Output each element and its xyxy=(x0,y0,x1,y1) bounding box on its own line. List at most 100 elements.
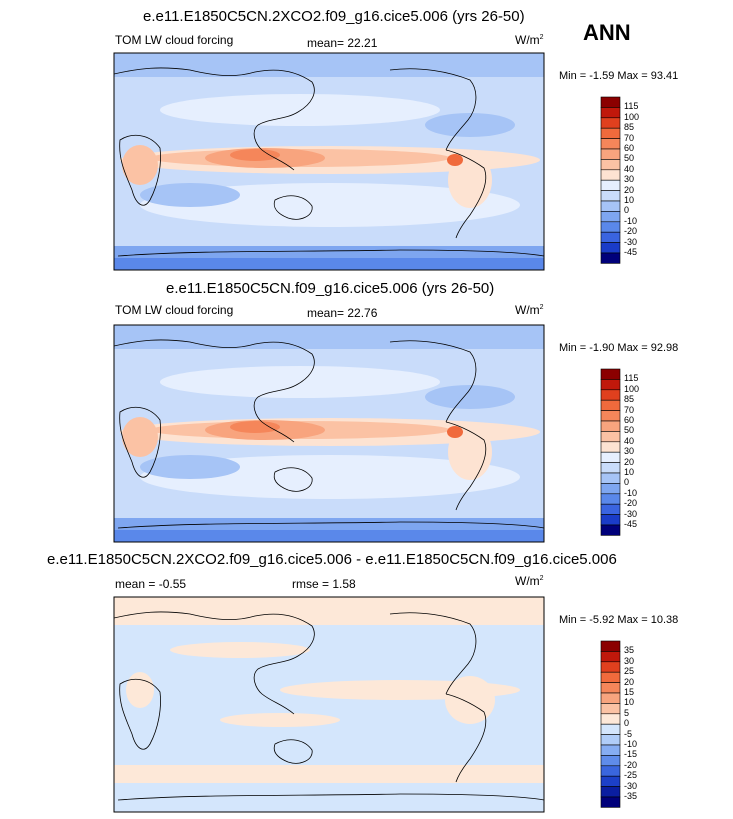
colorbar-tick-label: 10 xyxy=(624,195,635,205)
colorbar-box xyxy=(600,252,621,264)
colorbar-box xyxy=(600,755,621,767)
colorbar-box xyxy=(600,148,621,160)
colorbar-box xyxy=(600,472,621,484)
panel-3-rmse-value: 1.58 xyxy=(332,577,356,591)
colorbar-tick-label: 15 xyxy=(624,687,635,697)
colorbar-tick-label: -25 xyxy=(624,770,638,781)
panel-3-min-value: -5.92 xyxy=(589,614,615,626)
panel-3-units-exp: 2 xyxy=(539,575,544,582)
colorbar-tick-label: 70 xyxy=(624,132,635,143)
colorbar-tick-label: 85 xyxy=(624,394,635,405)
colorbar-box xyxy=(600,96,621,108)
colorbar-tick-label: -35 xyxy=(624,791,638,801)
colorbar-box xyxy=(600,410,621,422)
panel-3-max-label: Max = xyxy=(614,614,651,626)
colorbar-box xyxy=(600,713,621,725)
panel-2-units: W/m2 xyxy=(515,303,544,317)
colorbar-tick-label: 100 xyxy=(624,111,640,122)
colorbar-tick-label: 50 xyxy=(624,153,635,164)
panel-3-title: e.e11.E1850C5CN.2XCO2.f09_g16.cice5.006 … xyxy=(47,551,617,568)
colorbar-tick-label: -15 xyxy=(624,749,638,760)
panel-1-map xyxy=(114,53,544,270)
panel-2-variable: TOM LW cloud forcing xyxy=(115,303,234,317)
panel-2-max-label: Max = xyxy=(614,342,651,354)
colorbar-box xyxy=(600,431,621,443)
panel-1-frame xyxy=(113,52,545,271)
colorbar-box xyxy=(600,389,621,401)
colorbar-tick-label: 25 xyxy=(624,666,635,677)
colorbar-tick-label: 100 xyxy=(624,383,640,394)
colorbar-tick-label: -10 xyxy=(624,215,638,226)
panel-1-min-value: -1.59 xyxy=(589,70,615,82)
colorbar-box xyxy=(600,483,621,495)
panel-1-variable: TOM LW cloud forcing xyxy=(115,33,234,47)
colorbar-box xyxy=(600,242,621,254)
colorbar-box xyxy=(600,221,621,233)
colorbar-tick-label: -30 xyxy=(624,236,638,247)
colorbar-tick-label: 30 xyxy=(624,655,635,666)
panel-3-minmax: Min = -5.92 Max = 10.38 xyxy=(559,614,678,626)
colorbar-box xyxy=(600,200,621,212)
panel-2-colorbar xyxy=(600,368,621,536)
colorbar-tick-label: 50 xyxy=(624,425,635,436)
colorbar-box xyxy=(600,703,621,715)
panel-2-mean-label: mean= xyxy=(307,306,348,320)
panel-3-units: W/m2 xyxy=(515,574,544,588)
colorbar-box xyxy=(600,682,621,694)
colorbar-tick-label: -30 xyxy=(624,780,638,791)
panel-2-min-label: Min = xyxy=(559,342,590,354)
colorbar-box xyxy=(600,420,621,432)
colorbar-tick-label: -20 xyxy=(624,498,638,509)
colorbar-box xyxy=(600,493,621,505)
colorbar-box xyxy=(600,179,621,191)
colorbar-tick-label: -20 xyxy=(624,226,638,237)
panel-2-title: e.e11.E1850C5CN.f09_g16.cice5.006 (yrs 2… xyxy=(166,280,495,297)
panel-3-mean-value: -0.55 xyxy=(158,577,187,591)
colorbar-box xyxy=(600,159,621,171)
panel-2-units-base: W/m xyxy=(515,303,540,317)
colorbar-box xyxy=(600,107,621,119)
colorbar-tick-label: -30 xyxy=(624,508,638,519)
colorbar-box xyxy=(600,169,621,181)
colorbar-box xyxy=(600,692,621,704)
panel-1-max-label: Max = xyxy=(614,70,651,82)
panel-3-map xyxy=(114,597,544,812)
panel-3-rmse-label: rmse = xyxy=(292,577,333,591)
colorbar-tick-label: 30 xyxy=(624,446,635,457)
colorbar-box xyxy=(600,796,621,808)
colorbar-box xyxy=(600,765,621,777)
colorbar-box xyxy=(600,190,621,202)
panel-1-max-value: 93.41 xyxy=(650,70,679,82)
colorbar-box xyxy=(600,640,621,652)
panel-1-colorbar xyxy=(600,96,621,264)
colorbar-box xyxy=(600,211,621,223)
panel-3-rmse: rmse = 1.58 xyxy=(292,577,356,591)
colorbar-tick-label: -10 xyxy=(624,487,638,498)
panel-1-units-base: W/m xyxy=(515,33,540,47)
colorbar-tick-label: 0 xyxy=(624,477,630,488)
panel-2-frame xyxy=(113,324,545,543)
colorbar-box xyxy=(600,462,621,474)
colorbar-tick-label: 0 xyxy=(624,205,630,216)
colorbar-tick-label: 20 xyxy=(624,184,635,195)
panel-1-coastlines xyxy=(114,67,544,257)
colorbar-box xyxy=(600,524,621,536)
panel-2-coastlines xyxy=(114,339,544,529)
colorbar-tick-label: -10 xyxy=(624,739,638,749)
panel-2-min-value: -1.90 xyxy=(589,342,615,354)
panel-3-units-base: W/m xyxy=(515,574,540,588)
colorbar-tick-label: 20 xyxy=(624,456,635,467)
colorbar-box xyxy=(600,671,621,683)
season-label: ANN xyxy=(583,20,631,45)
colorbar-box xyxy=(600,127,621,139)
colorbar-tick-label: 40 xyxy=(624,163,635,174)
colorbar-tick-label: 20 xyxy=(624,676,635,687)
colorbar-box xyxy=(600,514,621,526)
colorbar-box xyxy=(600,744,621,756)
colorbar-tick-label: 70 xyxy=(624,404,635,415)
colorbar-tick-label: 85 xyxy=(624,122,635,133)
colorbar-tick-label: 5 xyxy=(624,707,630,718)
colorbar-tick-label: -45 xyxy=(624,247,638,257)
colorbar-box xyxy=(600,651,621,663)
colorbar-box xyxy=(600,138,621,150)
